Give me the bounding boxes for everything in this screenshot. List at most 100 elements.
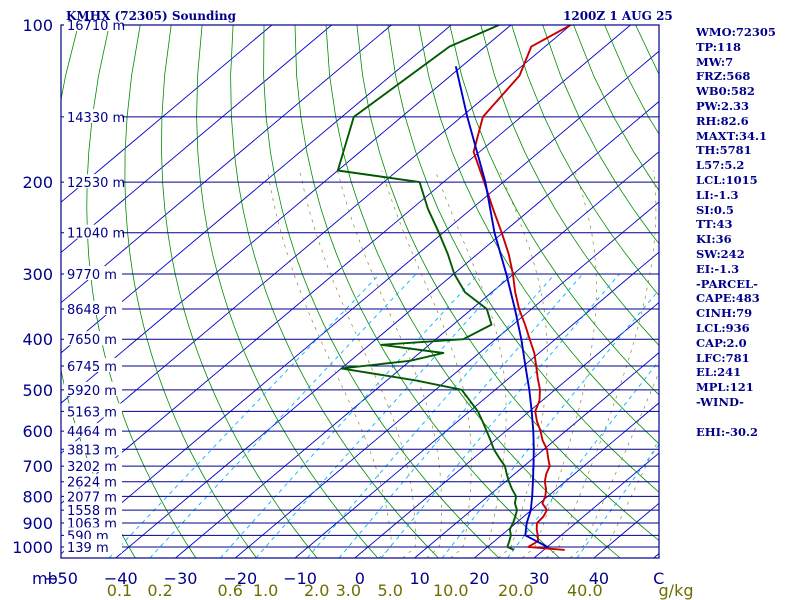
temperature-tick-label: 30 <box>529 569 549 588</box>
mixing-ratio-line <box>255 273 511 558</box>
index-item: RH:82.6 <box>696 113 749 128</box>
mixing-ratio-line <box>108 273 381 558</box>
temperature-tick-label: −50 <box>44 569 78 588</box>
mixing-ratio-line <box>507 360 659 558</box>
temperature-tick-label: C <box>653 569 664 588</box>
isotherm-line <box>474 402 659 558</box>
isotherm-line <box>61 50 659 555</box>
valid-time: 1200Z 1 AUG 25 <box>563 9 673 23</box>
mixing-ratio-tick-label: 40.0 <box>567 581 603 600</box>
index-item: SW:242 <box>696 246 745 261</box>
index-item: -PARCEL- <box>696 276 758 291</box>
dry-adiabat-line <box>356 25 659 542</box>
height-label: 11040 m <box>67 227 125 242</box>
index-item: LCL:1015 <box>696 172 758 187</box>
index-item: TH:5781 <box>696 143 752 158</box>
index-item: TT:43 <box>696 217 733 232</box>
height-label: 5163 m <box>67 405 117 420</box>
mb-unit-label: mb <box>32 569 58 588</box>
index-item: EHI:-30.2 <box>696 424 759 439</box>
height-label-bg <box>64 357 122 372</box>
index-item: WB0:582 <box>696 84 755 99</box>
pressure-tick-label: 600 <box>22 422 53 441</box>
temperature-tick-label: 10 <box>409 569 429 588</box>
pressure-tick-label: 300 <box>22 265 53 284</box>
dry-adiabat-line <box>511 25 659 296</box>
height-label: 4464 m <box>67 425 117 440</box>
index-item: KI:36 <box>696 232 732 247</box>
mixing-ratio-unit-label: g/kg <box>659 581 694 600</box>
height-label: 2624 m <box>67 476 117 491</box>
plot-frame <box>60 24 660 559</box>
moist-adiabat-line <box>299 170 417 558</box>
height-label-bg <box>64 300 122 315</box>
dry-adiabat-line <box>230 25 439 558</box>
isotherm-line <box>61 25 392 304</box>
dry-adiabat-line <box>790 25 800 558</box>
index-item: CAPE:483 <box>696 291 760 306</box>
parcel-trace <box>454 66 548 548</box>
pressure-tick-label: 500 <box>22 381 53 400</box>
height-label-bg <box>64 458 122 473</box>
height-label-bg <box>64 527 122 542</box>
height-label-bg <box>64 174 122 189</box>
mixing-ratio-line <box>306 273 556 558</box>
isotherm-line <box>175 151 659 558</box>
height-label: 5920 m <box>67 384 117 399</box>
height-label-bg <box>64 403 122 418</box>
index-item: PW:2.33 <box>696 98 750 113</box>
index-item: EL:241 <box>696 365 742 380</box>
height-label: 7650 m <box>67 333 117 348</box>
dry-adiabat-line <box>161 25 318 558</box>
mixing-ratio-line <box>220 273 479 558</box>
height-label-bg <box>64 488 122 503</box>
height-label: 6745 m <box>67 360 117 375</box>
moist-adiabat-line <box>545 170 657 558</box>
height-label-bg <box>64 224 122 239</box>
mixing-ratio-tick-label: 5.0 <box>378 581 403 600</box>
temperature-tick-label: 20 <box>469 569 489 588</box>
index-item: MPL:121 <box>696 380 754 395</box>
index-item: FRZ:568 <box>696 69 751 84</box>
dry-adiabat-line <box>294 25 560 558</box>
pressure-tick-label: 1000 <box>12 538 53 557</box>
sounding-indices-list: WMO:72305 TP:118 MW:7 FRZ:568 WB0:582 PW:2.33… <box>696 25 776 439</box>
dry-adiabat-line <box>263 25 500 558</box>
mixing-ratio-tick-label: 1.0 <box>253 581 278 600</box>
moist-adiabat-line <box>593 437 659 558</box>
height-label-bg <box>64 381 122 396</box>
mixing-ratio-line <box>380 273 620 558</box>
mixing-ratio-line <box>338 273 584 558</box>
isotherm-line <box>115 100 659 558</box>
mixing-ratio-tick-label: 3.0 <box>336 581 361 600</box>
index-item: -WIND- <box>696 394 744 409</box>
temperature-tick-label: −30 <box>164 569 198 588</box>
height-label-bg <box>64 423 122 438</box>
index-item: LFC:781 <box>696 350 750 365</box>
pressure-tick-label: 800 <box>22 487 53 506</box>
dry-adiabat-line <box>480 25 659 347</box>
height-label: 9770 m <box>67 268 117 283</box>
temperature-tick-label: 40 <box>589 569 609 588</box>
index-item: LCL:936 <box>696 320 750 335</box>
dry-adiabat-line <box>542 25 659 245</box>
index-item: EI:-1.3 <box>696 261 740 276</box>
height-label-bg <box>64 473 122 488</box>
isotherm-line <box>61 25 452 354</box>
mixing-ratio-tick-label: 0.6 <box>218 581 243 600</box>
height-label-bg <box>64 108 122 123</box>
height-label: 16710 m <box>67 19 125 34</box>
mixing-ratio-tick-label: 2.0 <box>304 581 329 600</box>
moist-adiabat-line <box>267 170 393 558</box>
pressure-tick-label: 400 <box>22 330 53 349</box>
height-label-bg <box>64 502 122 517</box>
mixing-ratio-line <box>441 289 659 558</box>
dry-adiabat-line <box>196 25 379 558</box>
index-item: CINH:79 <box>696 306 753 321</box>
mixing-ratio-tick-label: 0.2 <box>147 581 172 600</box>
station-title: KMHX (72305) Sounding <box>66 9 237 23</box>
dry-adiabat-line <box>86 25 197 558</box>
moist-adiabat-line <box>381 170 472 558</box>
height-label: 12530 m <box>67 176 125 191</box>
